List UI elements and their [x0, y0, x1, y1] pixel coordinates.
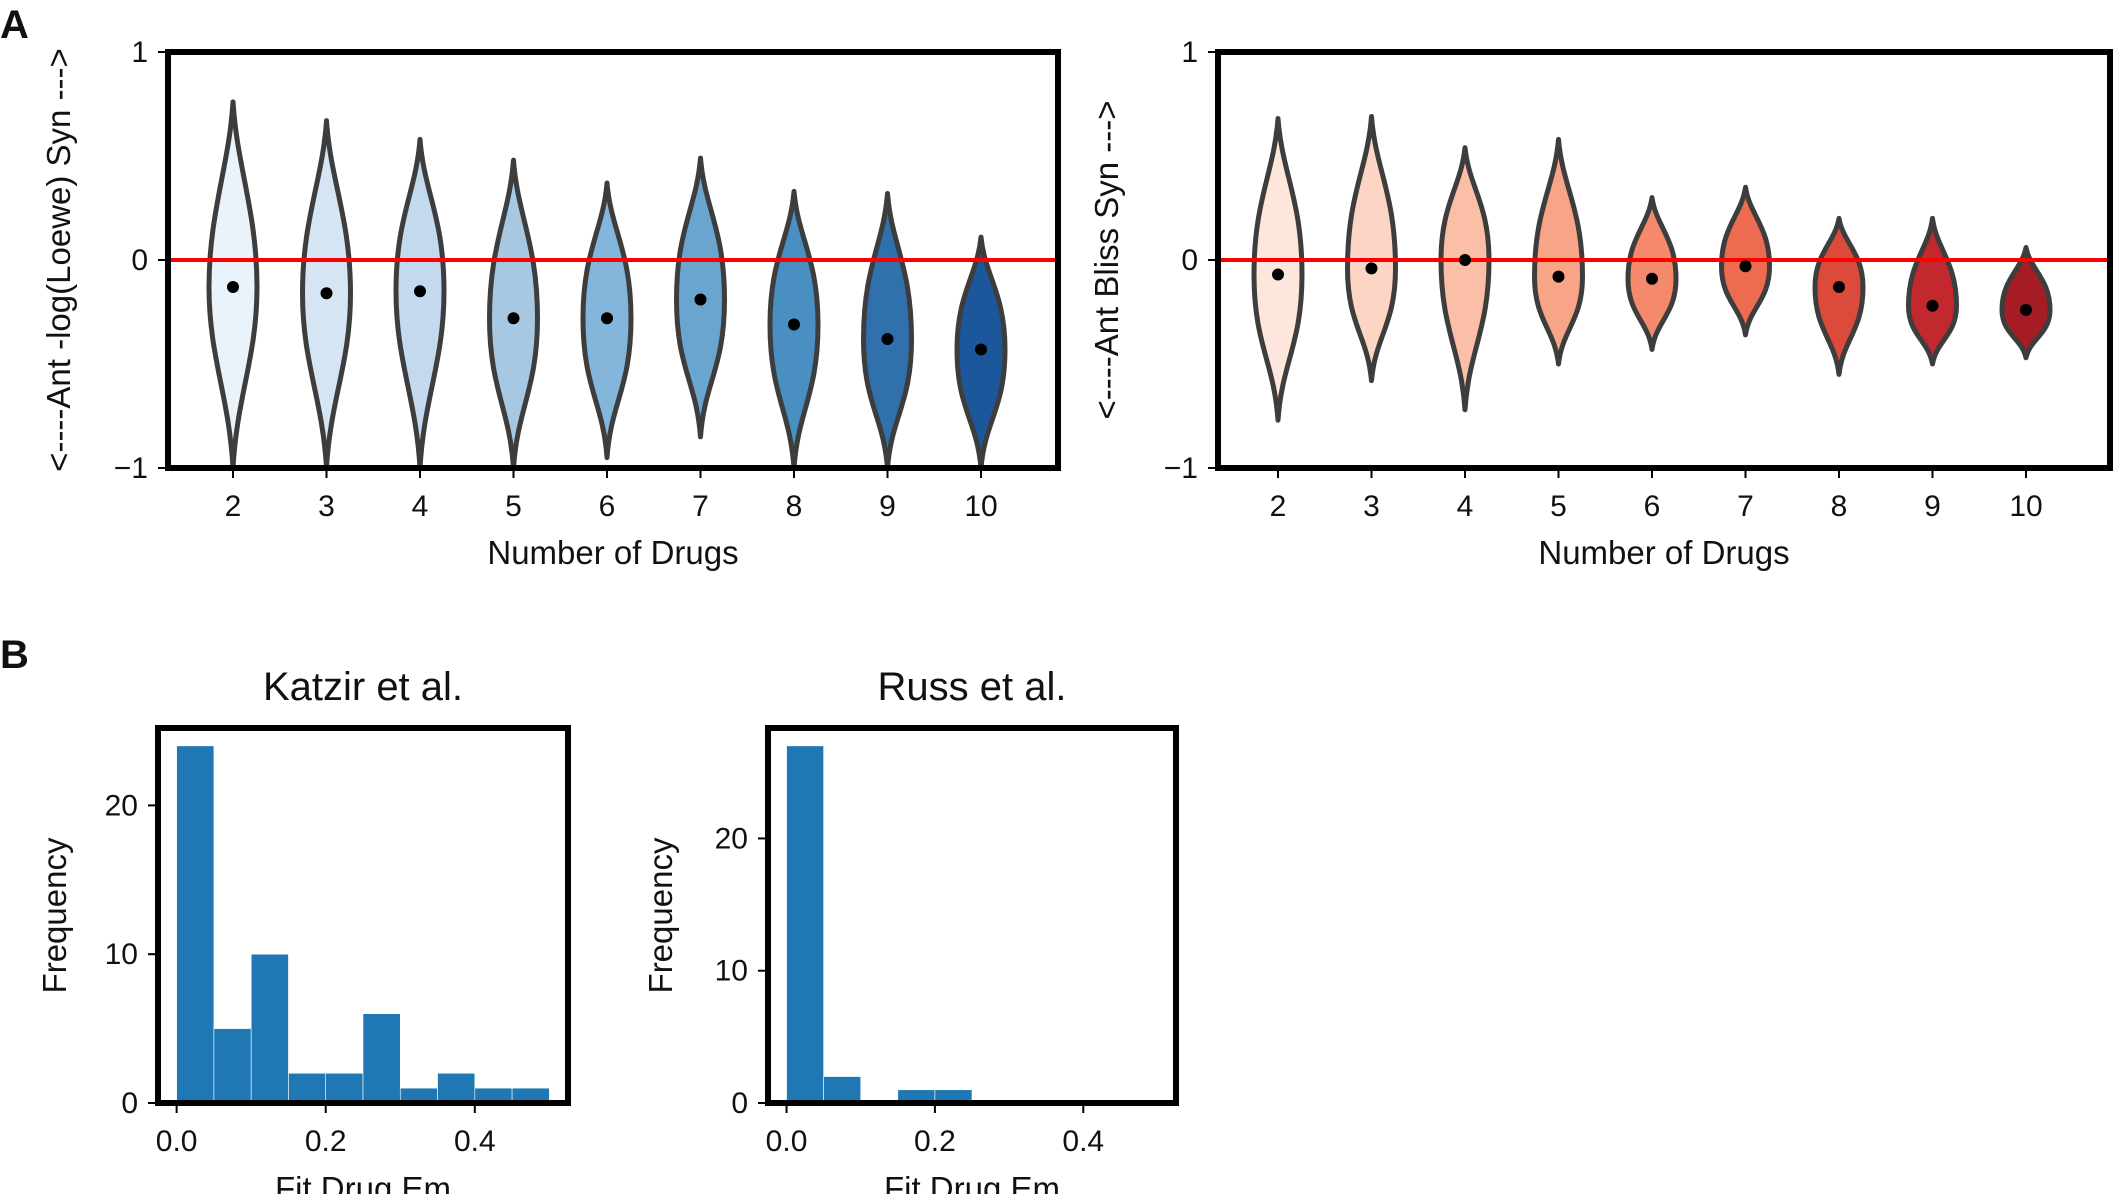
bliss-xtick-label: 4 — [1457, 490, 1474, 523]
panel-label-b: B — [0, 633, 29, 677]
loewe-ytick-label: −1 — [114, 452, 148, 485]
katzir-ytick-label: 20 — [105, 789, 138, 822]
loewe-y-axis-label: <----Ant -log(Loewe) Syn ---> — [40, 48, 77, 472]
bliss-xtick-label: 10 — [2009, 490, 2042, 523]
russ-title: Russ et al. — [878, 665, 1067, 709]
loewe-median-10 — [975, 343, 987, 356]
bliss-median-8 — [1833, 281, 1845, 294]
bliss-plot-area — [1218, 113, 2110, 423]
russ-bar-1 — [823, 1076, 862, 1104]
bliss-median-10 — [2020, 303, 2032, 316]
loewe-median-9 — [881, 333, 894, 346]
russ-bar-0 — [786, 745, 824, 1104]
bliss-median-9 — [1926, 299, 1939, 312]
katzir-bar-2 — [250, 953, 289, 1104]
loewe-median-3 — [320, 287, 333, 300]
russ-x-axis-label: Fit Drug Em — [884, 1170, 1060, 1194]
loewe-violin-9 — [861, 190, 914, 468]
bliss-violin-8 — [1812, 215, 1866, 377]
bliss-xtick-label: 7 — [1737, 490, 1754, 523]
bliss-median-4 — [1459, 254, 1471, 266]
russ-xtick-label: 0.0 — [766, 1125, 808, 1158]
bliss-y-axis-label: <----Ant Bliss Syn ---> — [1088, 100, 1125, 419]
russ-xtick-label: 0.2 — [914, 1125, 956, 1158]
loewe-xtick-label: 2 — [225, 490, 242, 523]
loewe-median-4 — [414, 285, 426, 298]
bliss-violin-10 — [1999, 245, 2053, 361]
bliss-xtick-label: 3 — [1363, 490, 1380, 523]
bliss-violin-5 — [1532, 136, 1585, 367]
katzir-y-axis-label: Frequency — [36, 837, 73, 993]
loewe-plot-area — [168, 99, 1058, 468]
russ-xtick-label: 0.4 — [1062, 1125, 1104, 1158]
russ-frame — [765, 725, 1179, 1106]
loewe-ytick-label: 1 — [131, 36, 148, 69]
loewe-median-5 — [507, 312, 520, 325]
katzir-histogram: 0 10 20 0.0 0.2 0.4 Katzir et al. Fit Drug Em Fr… — [36, 665, 571, 1194]
katzir-xtick-label: 0.0 — [156, 1125, 198, 1158]
loewe-median-7 — [694, 293, 707, 306]
loewe-xtick-label: 5 — [505, 490, 522, 523]
russ-ytick-label: 0 — [731, 1087, 748, 1120]
katzir-bar-7 — [437, 1072, 476, 1104]
bliss-ytick-label: −1 — [1164, 452, 1198, 485]
katzir-bar-3 — [288, 1072, 327, 1104]
loewe-median-8 — [788, 318, 800, 331]
loewe-median-2 — [227, 281, 239, 294]
bliss-median-2 — [1272, 268, 1284, 281]
bliss-median-7 — [1739, 260, 1752, 273]
bliss-violin-9 — [1906, 215, 1959, 367]
loewe-xtick-label: 8 — [786, 490, 803, 523]
loewe-xtick-label: 10 — [964, 490, 997, 523]
loewe-median-6 — [601, 312, 613, 325]
russ-ytick-label: 20 — [715, 822, 748, 855]
katzir-xtick-label: 0.4 — [454, 1125, 496, 1158]
bliss-violin-3 — [1345, 113, 1398, 384]
loewe-violin-4 — [393, 136, 447, 468]
katzir-xtick-label: 0.2 — [305, 1125, 347, 1158]
bliss-xtick-label: 6 — [1644, 490, 1661, 523]
bliss-median-6 — [1646, 272, 1658, 285]
bliss-xtick-label: 5 — [1550, 490, 1567, 523]
katzir-bar-4 — [325, 1072, 364, 1104]
bliss-xtick-label: 9 — [1924, 490, 1941, 523]
bliss-violin-4 — [1438, 145, 1492, 413]
loewe-xtick-label: 9 — [879, 490, 896, 523]
bliss-median-3 — [1365, 262, 1378, 275]
loewe-ytick-label: 0 — [131, 244, 148, 277]
loewe-x-axis-label: Number of Drugs — [487, 534, 738, 571]
katzir-title: Katzir et al. — [263, 665, 463, 709]
katzir-frame — [155, 725, 571, 1106]
bliss-x-axis-label: Number of Drugs — [1538, 534, 1789, 571]
katzir-x-axis-label: Fit Drug Em — [275, 1170, 451, 1194]
katzir-bar-5 — [362, 1013, 401, 1104]
katzir-ytick-label: 0 — [121, 1087, 138, 1120]
katzir-bar-0 — [176, 745, 215, 1104]
bliss-xtick-label: 2 — [1270, 490, 1287, 523]
loewe-xtick-label: 3 — [318, 490, 335, 523]
loewe-xtick-label: 7 — [692, 490, 709, 523]
bliss-ytick-label: 1 — [1181, 36, 1198, 69]
russ-y-axis-label: Frequency — [642, 837, 679, 993]
katzir-bar-1 — [213, 1028, 252, 1104]
loewe-xtick-label: 6 — [599, 490, 616, 523]
bliss-median-5 — [1552, 270, 1565, 283]
bliss-ytick-label: 0 — [1181, 244, 1198, 277]
russ-histogram: 0 10 20 0.0 0.2 0.4 Russ et al. Fit Drug Em Freq… — [642, 665, 1179, 1194]
katzir-ytick-label: 10 — [105, 938, 138, 971]
russ-ytick-label: 10 — [715, 955, 748, 988]
loewe-xtick-label: 4 — [412, 490, 429, 523]
panel-label-a: A — [0, 3, 29, 47]
bliss-xtick-label: 8 — [1831, 490, 1848, 523]
